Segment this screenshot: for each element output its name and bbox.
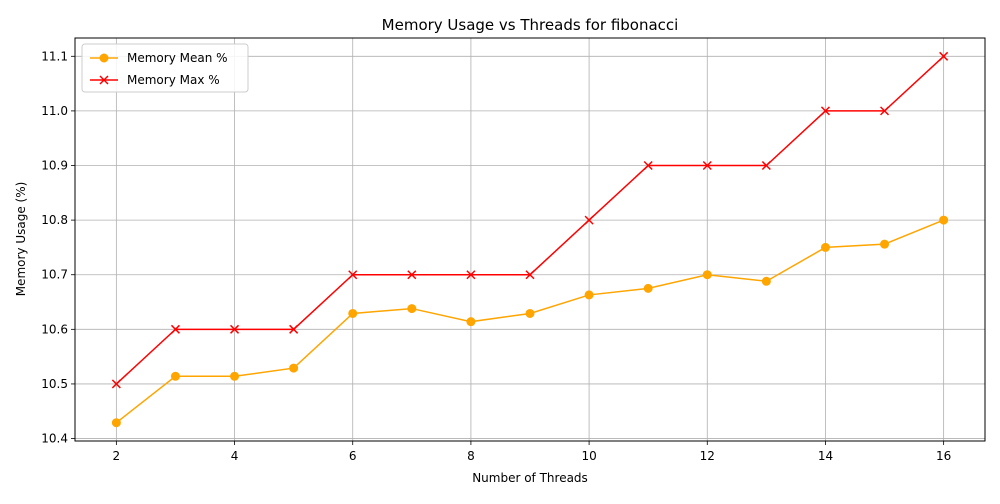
data-point (761, 276, 771, 286)
data-point-stroke (880, 106, 890, 116)
data-point (939, 215, 949, 225)
y-ticks: 10.4 10.5 10.6 10.7 10.8 10.9 11.0 11.1 (41, 49, 75, 446)
data-point (584, 290, 594, 300)
data-point-stroke (407, 270, 417, 280)
series-layer (111, 51, 949, 428)
data-point-stroke (170, 324, 180, 334)
data-point (230, 324, 240, 334)
data-point (348, 308, 358, 318)
data-point-stroke (230, 324, 240, 334)
data-point-stroke (111, 379, 121, 389)
data-point (525, 270, 535, 280)
grid-lines (75, 38, 985, 441)
data-point-stroke (466, 270, 476, 280)
data-point-stroke (525, 270, 535, 280)
legend-marker (99, 53, 109, 63)
data-point (643, 160, 653, 171)
data-point-stroke (761, 160, 771, 171)
y-tick-label: 10.6 (41, 322, 68, 336)
y-tick-label: 10.7 (41, 268, 68, 282)
data-point (407, 270, 417, 280)
data-point (348, 270, 358, 280)
legend-label: Memory Mean % (127, 51, 228, 65)
data-point (407, 304, 417, 314)
data-point-stroke (289, 324, 299, 334)
data-point (170, 371, 180, 381)
data-point (820, 242, 830, 252)
legend-label: Memory Max % (127, 73, 220, 87)
data-point (702, 160, 712, 171)
data-point (880, 106, 890, 116)
data-point-stroke (348, 270, 358, 280)
x-tick-label: 12 (700, 449, 715, 463)
legend-item: Memory Mean % (90, 51, 228, 65)
series-memory-max (111, 51, 949, 389)
data-point-stroke (939, 51, 949, 61)
legend-item: Memory Max % (90, 73, 220, 87)
x-tick-label: 14 (818, 449, 833, 463)
data-point (761, 160, 771, 171)
y-axis-label: Memory Usage (%) (14, 182, 28, 297)
chart-title: Memory Usage vs Threads for fibonacci (382, 16, 679, 34)
data-point (289, 324, 299, 334)
series-memory-mean (111, 215, 949, 428)
data-point-stroke (643, 160, 653, 171)
data-point (820, 106, 830, 116)
data-point-stroke (820, 106, 830, 116)
legend: Memory Mean % Memory Max % (81, 43, 249, 93)
x-tick-label: 10 (581, 449, 596, 463)
legend-box (81, 43, 249, 93)
x-tick-label: 8 (467, 449, 475, 463)
x-tick-label: 6 (349, 449, 357, 463)
legend-marker (99, 75, 109, 85)
y-tick-label: 10.8 (41, 213, 68, 227)
data-point-stroke (584, 215, 594, 225)
data-point (111, 418, 121, 428)
x-ticks: 2 4 6 8 10 12 14 16 (113, 441, 951, 463)
x-axis-label: Number of Threads (472, 471, 588, 485)
data-point (880, 239, 890, 249)
data-point (702, 270, 712, 280)
data-point (230, 371, 240, 381)
y-tick-label: 10.9 (41, 159, 68, 173)
data-point (466, 270, 476, 280)
y-tick-label: 11.0 (41, 104, 68, 118)
data-point (939, 51, 949, 61)
y-tick-label: 10.4 (41, 432, 68, 446)
data-point (289, 363, 299, 373)
y-tick-label: 10.5 (41, 377, 68, 391)
data-point (643, 283, 653, 293)
x-tick-label: 4 (231, 449, 239, 463)
plot-frame (74, 37, 986, 442)
data-point (111, 379, 121, 389)
data-point (584, 215, 594, 225)
data-point (525, 308, 535, 318)
legend-marker-stroke (99, 75, 109, 85)
x-tick-label: 2 (113, 449, 121, 463)
data-point (466, 317, 476, 327)
y-tick-label: 11.1 (41, 49, 68, 63)
x-tick-label: 16 (936, 449, 951, 463)
data-point-stroke (702, 160, 712, 171)
data-point (170, 324, 180, 334)
